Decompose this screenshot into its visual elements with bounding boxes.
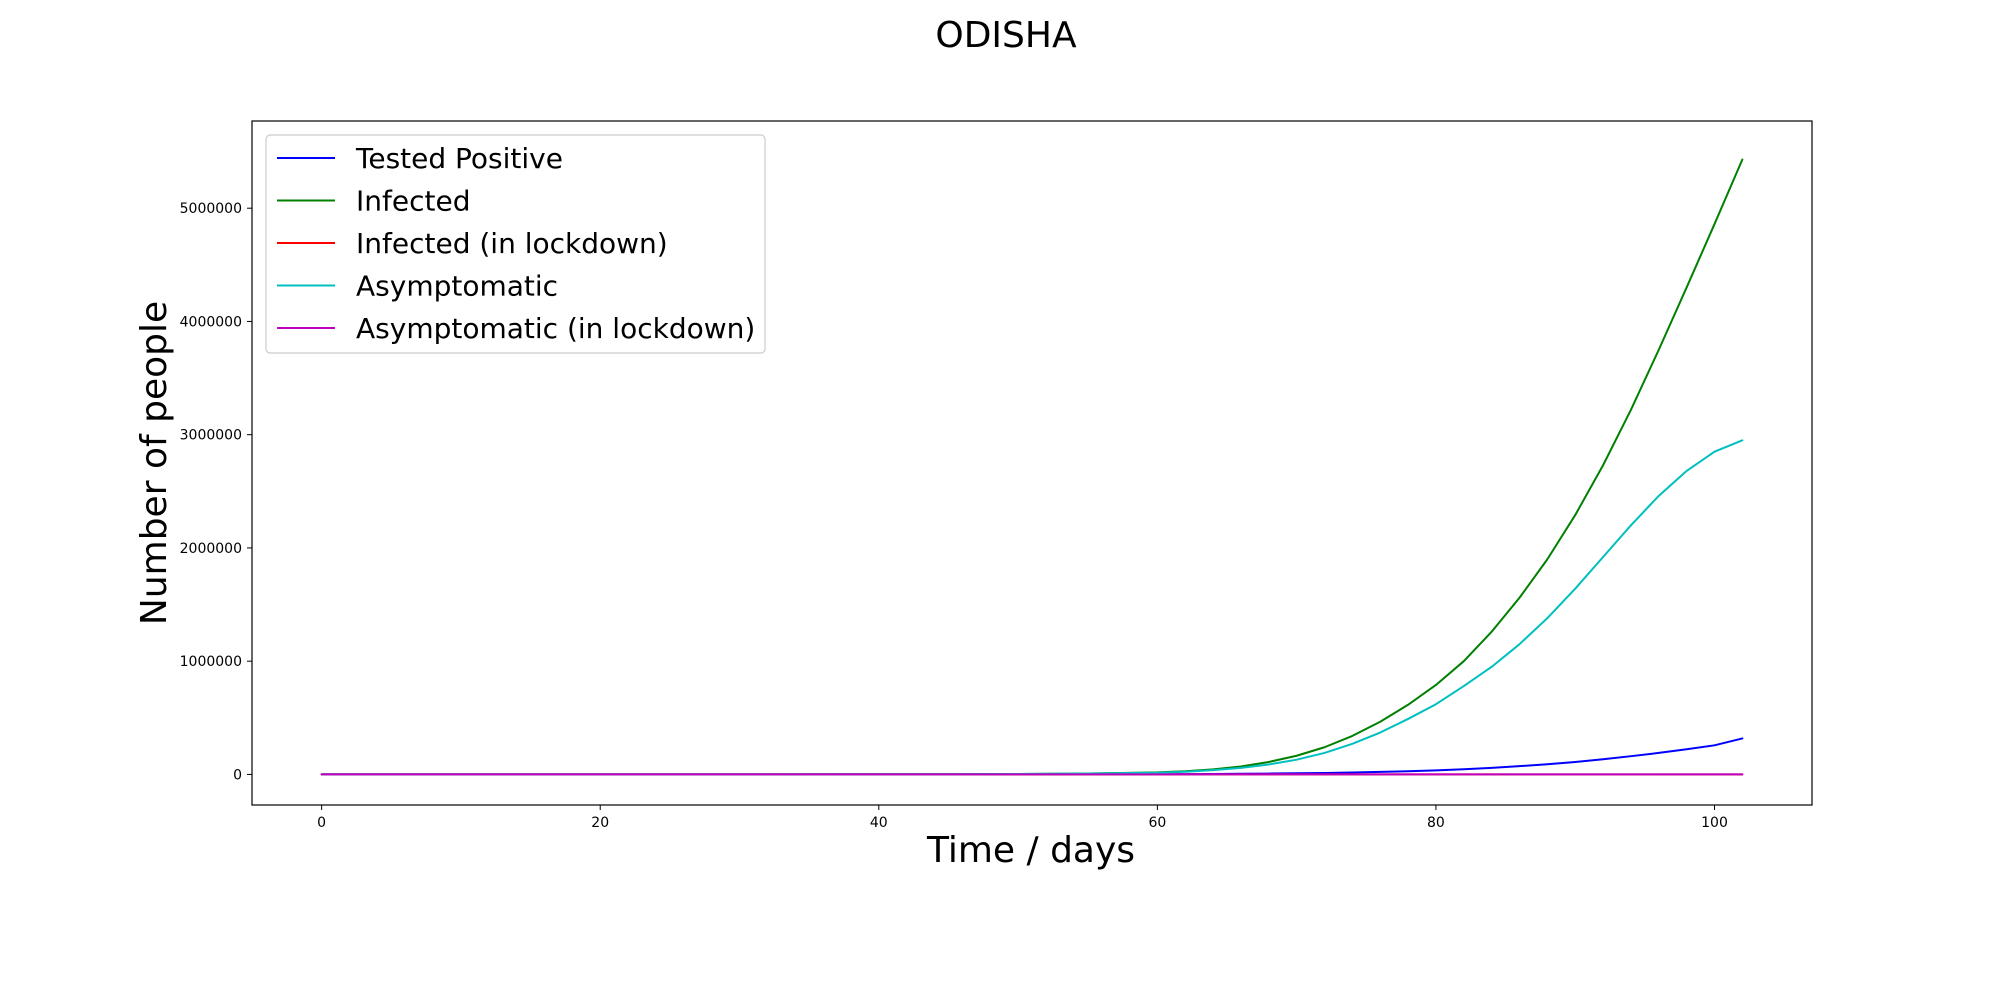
y-tick-label: 0 [233, 767, 242, 783]
x-tick-label: 40 [870, 815, 888, 831]
y-tick-label: 5000000 [180, 201, 242, 217]
x-tick-label: 20 [591, 815, 609, 831]
x-tick-label: 80 [1427, 815, 1445, 831]
x-axis-ticks: 0 20 40 60 80 100 [317, 805, 1728, 831]
y-axis-ticks: 0 1000000 2000000 3000000 4000000 5000000 [180, 201, 252, 783]
x-tick-label: 100 [1701, 815, 1728, 831]
series-layer [320, 158, 1744, 776]
legend: Tested Positive Infected Infected (in lock… [265, 134, 766, 354]
legend-label: Asymptomatic (in lockdown) [356, 312, 755, 345]
chart-title: ODISHA [935, 15, 1077, 56]
legend-label: Infected (in lockdown) [356, 227, 668, 260]
x-tick-label: 0 [317, 815, 326, 831]
x-tick-label: 60 [1148, 815, 1166, 831]
x-axis-label: Time / days [926, 830, 1135, 871]
y-axis-label: Number of people [134, 301, 175, 625]
legend-label: Infected [356, 185, 470, 218]
legend-items: Tested Positive Infected Infected (in lock… [277, 142, 755, 345]
y-tick-label: 2000000 [180, 541, 242, 557]
y-tick-label: 4000000 [180, 314, 242, 330]
plot-area-frame [251, 120, 1813, 806]
legend-label: Tested Positive [355, 142, 563, 175]
legend-box [265, 134, 766, 354]
y-tick-label: 1000000 [180, 654, 242, 670]
y-tick-label: 3000000 [180, 428, 242, 444]
legend-label: Asymptomatic [356, 270, 558, 303]
